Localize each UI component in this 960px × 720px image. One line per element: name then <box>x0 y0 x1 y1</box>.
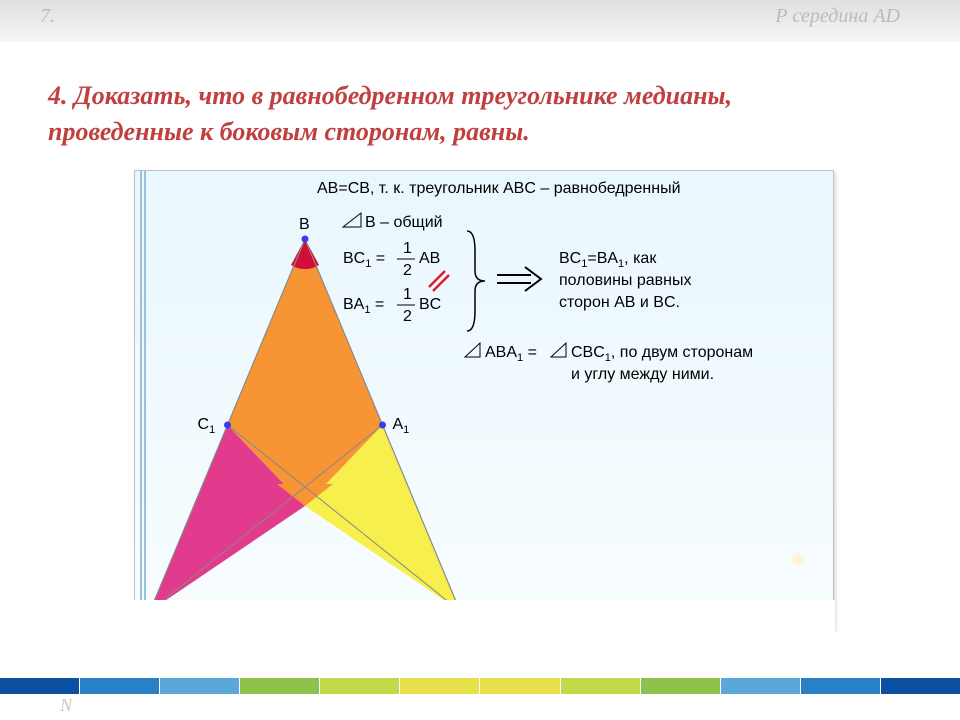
svg-text:CBC1, по двум сторонам: CBC1, по двум сторонам <box>571 344 753 364</box>
svg-text:C1: C1 <box>198 416 216 436</box>
svg-text:B – общий: B – общий <box>365 214 443 231</box>
svg-text:1: 1 <box>403 286 412 303</box>
cursor-highlight-icon <box>789 551 807 569</box>
svg-text:BC: BC <box>419 296 441 313</box>
svg-text:A1: A1 <box>393 416 410 436</box>
slide-top-bg: 7. Р середина AD <box>0 0 960 42</box>
proof-text: AB=CB, т. к. треугольник ABC – равнобедр… <box>317 180 753 383</box>
bottom-stripes <box>0 678 960 694</box>
triangle-figure: BC1A1 <box>150 216 460 611</box>
heading-line-2: проведенные к боковым сторонам, равны. <box>48 117 530 146</box>
svg-text:половины равных: половины равных <box>559 272 691 289</box>
svg-text:2: 2 <box>403 262 412 279</box>
svg-text:BC1=BA1, как: BC1=BA1, как <box>559 250 657 270</box>
implies-arrow-icon <box>497 267 541 291</box>
svg-text:BA1 =: BA1 = <box>343 296 384 316</box>
svg-text:ABA1 =: ABA1 = <box>485 344 537 364</box>
equal-marks-icon <box>429 271 449 291</box>
proof-figure-box: BC1A1 AB=CB, т. к. треугольник ABC – рав… <box>134 170 834 630</box>
bottom-white-mask <box>133 600 835 655</box>
svg-text:B: B <box>299 216 310 233</box>
brace-icon <box>467 231 485 331</box>
conclusion-text: BC1=BA1, как половины равных сторон AB и… <box>559 250 691 311</box>
svg-text:и углу между ними.: и углу между ними. <box>571 366 714 383</box>
svg-text:BC1 =: BC1 = <box>343 250 385 270</box>
bg-faded-bl: N <box>60 695 72 716</box>
congruence-text: ABA1 = CBC1, по двум сторонам и углу меж… <box>465 343 753 383</box>
bg-faded-tl: 7. <box>40 5 55 28</box>
svg-text:1: 1 <box>403 240 412 257</box>
line-given: AB=CB, т. к. треугольник ABC – равнобедр… <box>317 180 681 197</box>
eq-bc1: BC1 = 1 2 AB <box>343 240 440 279</box>
heading-line-1: 4. Доказать, что в равнобедренном треуго… <box>48 81 732 110</box>
problem-heading: 4. Доказать, что в равнобедренном треуго… <box>48 78 912 151</box>
svg-text:сторон AB и BC.: сторон AB и BC. <box>559 294 680 311</box>
svg-text:AB: AB <box>419 250 440 267</box>
eq-ba1: BA1 = 1 2 BC <box>343 286 441 325</box>
slide-bottom-bg: N <box>0 660 960 720</box>
svg-text:2: 2 <box>403 308 412 325</box>
geometry-diagram: BC1A1 AB=CB, т. к. треугольник ABC – рав… <box>135 171 835 631</box>
bg-faded-tr: Р середина AD <box>775 5 900 28</box>
line-angle-common: B – общий <box>343 213 443 231</box>
